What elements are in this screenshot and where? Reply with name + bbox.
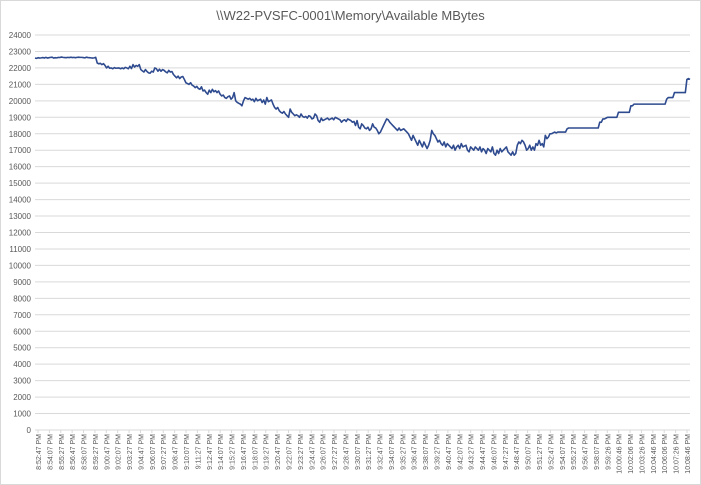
x-tick-label: 9:03:27 PM [127, 434, 134, 470]
x-tick-label: 9:38:07 PM [423, 434, 430, 470]
x-tick-label: 9:27:27 PM [332, 434, 339, 470]
x-tick-label: 9:31:27 PM [366, 434, 373, 470]
x-tick-label: 9:07:27 PM [161, 434, 168, 470]
y-tick-label: 0 [27, 426, 32, 435]
gridlines [35, 34, 690, 415]
chart-title: \\W22-PVSFC-0001\Memory\Available MBytes [216, 8, 485, 23]
x-tick-label: 10:06:06 PM [662, 434, 669, 474]
x-tick-label: 9:50:07 PM [526, 434, 533, 470]
x-tick-label: 9:34:07 PM [389, 434, 396, 470]
x-tick-label: 9:48:47 PM [514, 434, 521, 470]
x-tick-label: 9:06:07 PM [150, 434, 157, 470]
x-tick-label: 9:30:07 PM [355, 434, 362, 470]
x-tick-label: 9:10:07 PM [184, 434, 191, 470]
y-tick-label: 24000 [9, 31, 32, 40]
y-tick-label: 11000 [9, 245, 31, 254]
x-tick-label: 9:39:27 PM [435, 434, 442, 470]
x-tick-label: 9:58:07 PM [594, 434, 601, 470]
y-tick-label: 17000 [9, 146, 32, 155]
x-tick-label: 8:52:47 PM [36, 434, 43, 470]
x-tick-label: 9:22:07 PM [286, 434, 293, 470]
y-tick-label: 9000 [13, 278, 31, 287]
x-tick-label: 9:11:27 PM [195, 434, 202, 469]
x-tick-label: 9:14:07 PM [218, 434, 225, 470]
y-tick-label: 20000 [9, 97, 32, 106]
x-tick-label: 9:47:27 PM [503, 434, 510, 470]
x-tick-label: 9:54:07 PM [560, 434, 567, 470]
y-tick-label: 8000 [13, 294, 31, 303]
x-tick-label: 9:59:26 PM [605, 434, 612, 470]
y-tick-label: 14000 [9, 196, 32, 205]
x-tick-label: 10:07:26 PM [674, 434, 681, 474]
y-tick-label: 10000 [9, 261, 32, 270]
y-tick-label: 16000 [9, 163, 32, 172]
x-tick-label: 9:32:47 PM [378, 434, 385, 470]
x-tick-label: 9:28:47 PM [343, 434, 350, 470]
x-tick-label: 8:55:27 PM [59, 434, 66, 470]
x-tick-label: 8:59:27 PM [93, 434, 100, 470]
series-group [34, 56, 691, 156]
x-tick-label: 9:16:47 PM [241, 434, 248, 470]
y-tick-label: 2000 [13, 393, 31, 402]
x-axis-ticks: 8:52:47 PM 8:54:07 PM 8:55:27 PM 8:56:47 PM… [36, 430, 692, 474]
x-tick-label: 9:12:47 PM [207, 434, 214, 470]
y-tick-label: 7000 [13, 311, 31, 320]
y-axis-ticks: 0 1000 2000 3000 4000 5000 6000 7000 8000 9000 100… [9, 31, 32, 435]
x-tick-label: 9:42:07 PM [457, 434, 464, 470]
x-tick-label: 10:04:46 PM [651, 434, 658, 474]
x-tick-label: 9:52:47 PM [548, 434, 555, 470]
y-tick-label: 19000 [9, 113, 32, 122]
x-tick-label: 9:24:47 PM [309, 434, 316, 470]
x-tick-label: 8:56:47 PM [70, 434, 77, 470]
y-tick-label: 6000 [13, 327, 31, 336]
x-tick-label: 9:23:27 PM [298, 434, 305, 470]
x-tick-label: 9:56:47 PM [583, 434, 590, 470]
y-tick-label: 21000 [9, 80, 32, 89]
y-tick-label: 13000 [9, 212, 32, 221]
y-tick-label: 18000 [9, 130, 32, 139]
x-tick-label: 8:54:07 PM [47, 434, 54, 470]
x-tick-label: 9:19:27 PM [264, 434, 271, 470]
y-tick-label: 4000 [13, 360, 31, 369]
x-tick-label: 8:58:07 PM [82, 434, 89, 470]
x-tick-label: 9:20:47 PM [275, 434, 282, 470]
y-tick-label: 23000 [9, 47, 32, 56]
x-tick-label: 10:02:06 PM [628, 434, 635, 474]
x-tick-label: 9:46:07 PM [491, 434, 498, 470]
x-tick-label: 9:15:27 PM [230, 434, 237, 470]
y-tick-label: 15000 [9, 179, 32, 188]
series-line [34, 56, 691, 156]
y-tick-label: 22000 [9, 64, 32, 73]
x-tick-label: 9:51:27 PM [537, 434, 544, 470]
x-tick-label: 9:26:07 PM [321, 434, 328, 470]
x-tick-label: 9:04:47 PM [138, 434, 145, 470]
x-tick-label: 9:00:47 PM [104, 434, 111, 470]
x-tick-label: 9:18:07 PM [252, 434, 259, 470]
x-tick-label: 10:00:46 PM [617, 434, 624, 474]
x-tick-label: 9:08:47 PM [173, 434, 180, 470]
x-tick-label: 9:55:27 PM [571, 434, 578, 470]
y-tick-label: 3000 [13, 377, 31, 386]
x-tick-label: 10:03:26 PM [639, 434, 646, 474]
x-tick-label: 9:40:47 PM [446, 434, 453, 470]
x-tick-label: 9:44:47 PM [480, 434, 487, 470]
x-tick-label: 9:43:27 PM [469, 434, 476, 470]
y-tick-label: 1000 [13, 410, 31, 419]
x-tick-label: 10:08:46 PM [685, 434, 692, 474]
y-tick-label: 5000 [13, 344, 31, 353]
x-tick-label: 9:35:27 PM [400, 434, 407, 470]
x-tick-label: 9:36:47 PM [412, 434, 419, 470]
y-tick-label: 12000 [9, 229, 32, 238]
x-tick-label: 9:02:07 PM [116, 434, 123, 470]
